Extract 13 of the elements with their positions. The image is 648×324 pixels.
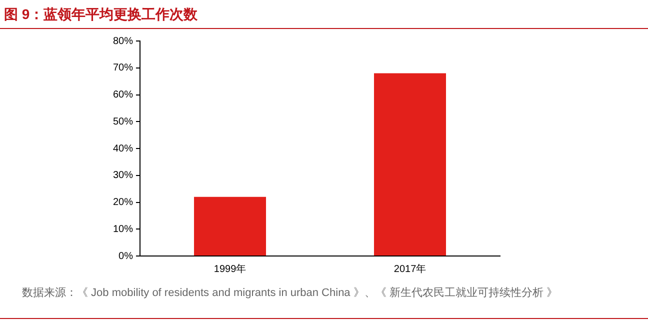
y-tick-label: 20%	[113, 197, 134, 208]
x-tick-label: 2017年	[394, 262, 426, 275]
x-tick-label: 1999年	[214, 262, 246, 275]
y-tick-label: 40%	[113, 143, 134, 154]
y-tick-label: 60%	[113, 90, 134, 100]
source-note: 数据来源：《 Job mobility of residents and migrants in urban China 》、《 新生代农民工就业可持续性分析 》	[22, 286, 558, 301]
y-tick-label: 30%	[113, 170, 134, 182]
y-tick-label: 80%	[113, 36, 134, 47]
y-tick-label: 70%	[113, 62, 134, 74]
chart-title: 图 9：蓝领年平均更换工作次数	[4, 6, 198, 24]
y-tick-label: 10%	[113, 224, 134, 235]
y-tick-label: 0%	[118, 250, 134, 262]
y-tick-label: 50%	[113, 116, 134, 128]
